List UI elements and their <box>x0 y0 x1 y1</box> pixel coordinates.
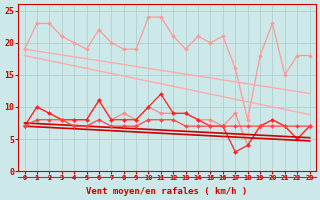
X-axis label: Vent moyen/en rafales ( km/h ): Vent moyen/en rafales ( km/h ) <box>86 187 248 196</box>
